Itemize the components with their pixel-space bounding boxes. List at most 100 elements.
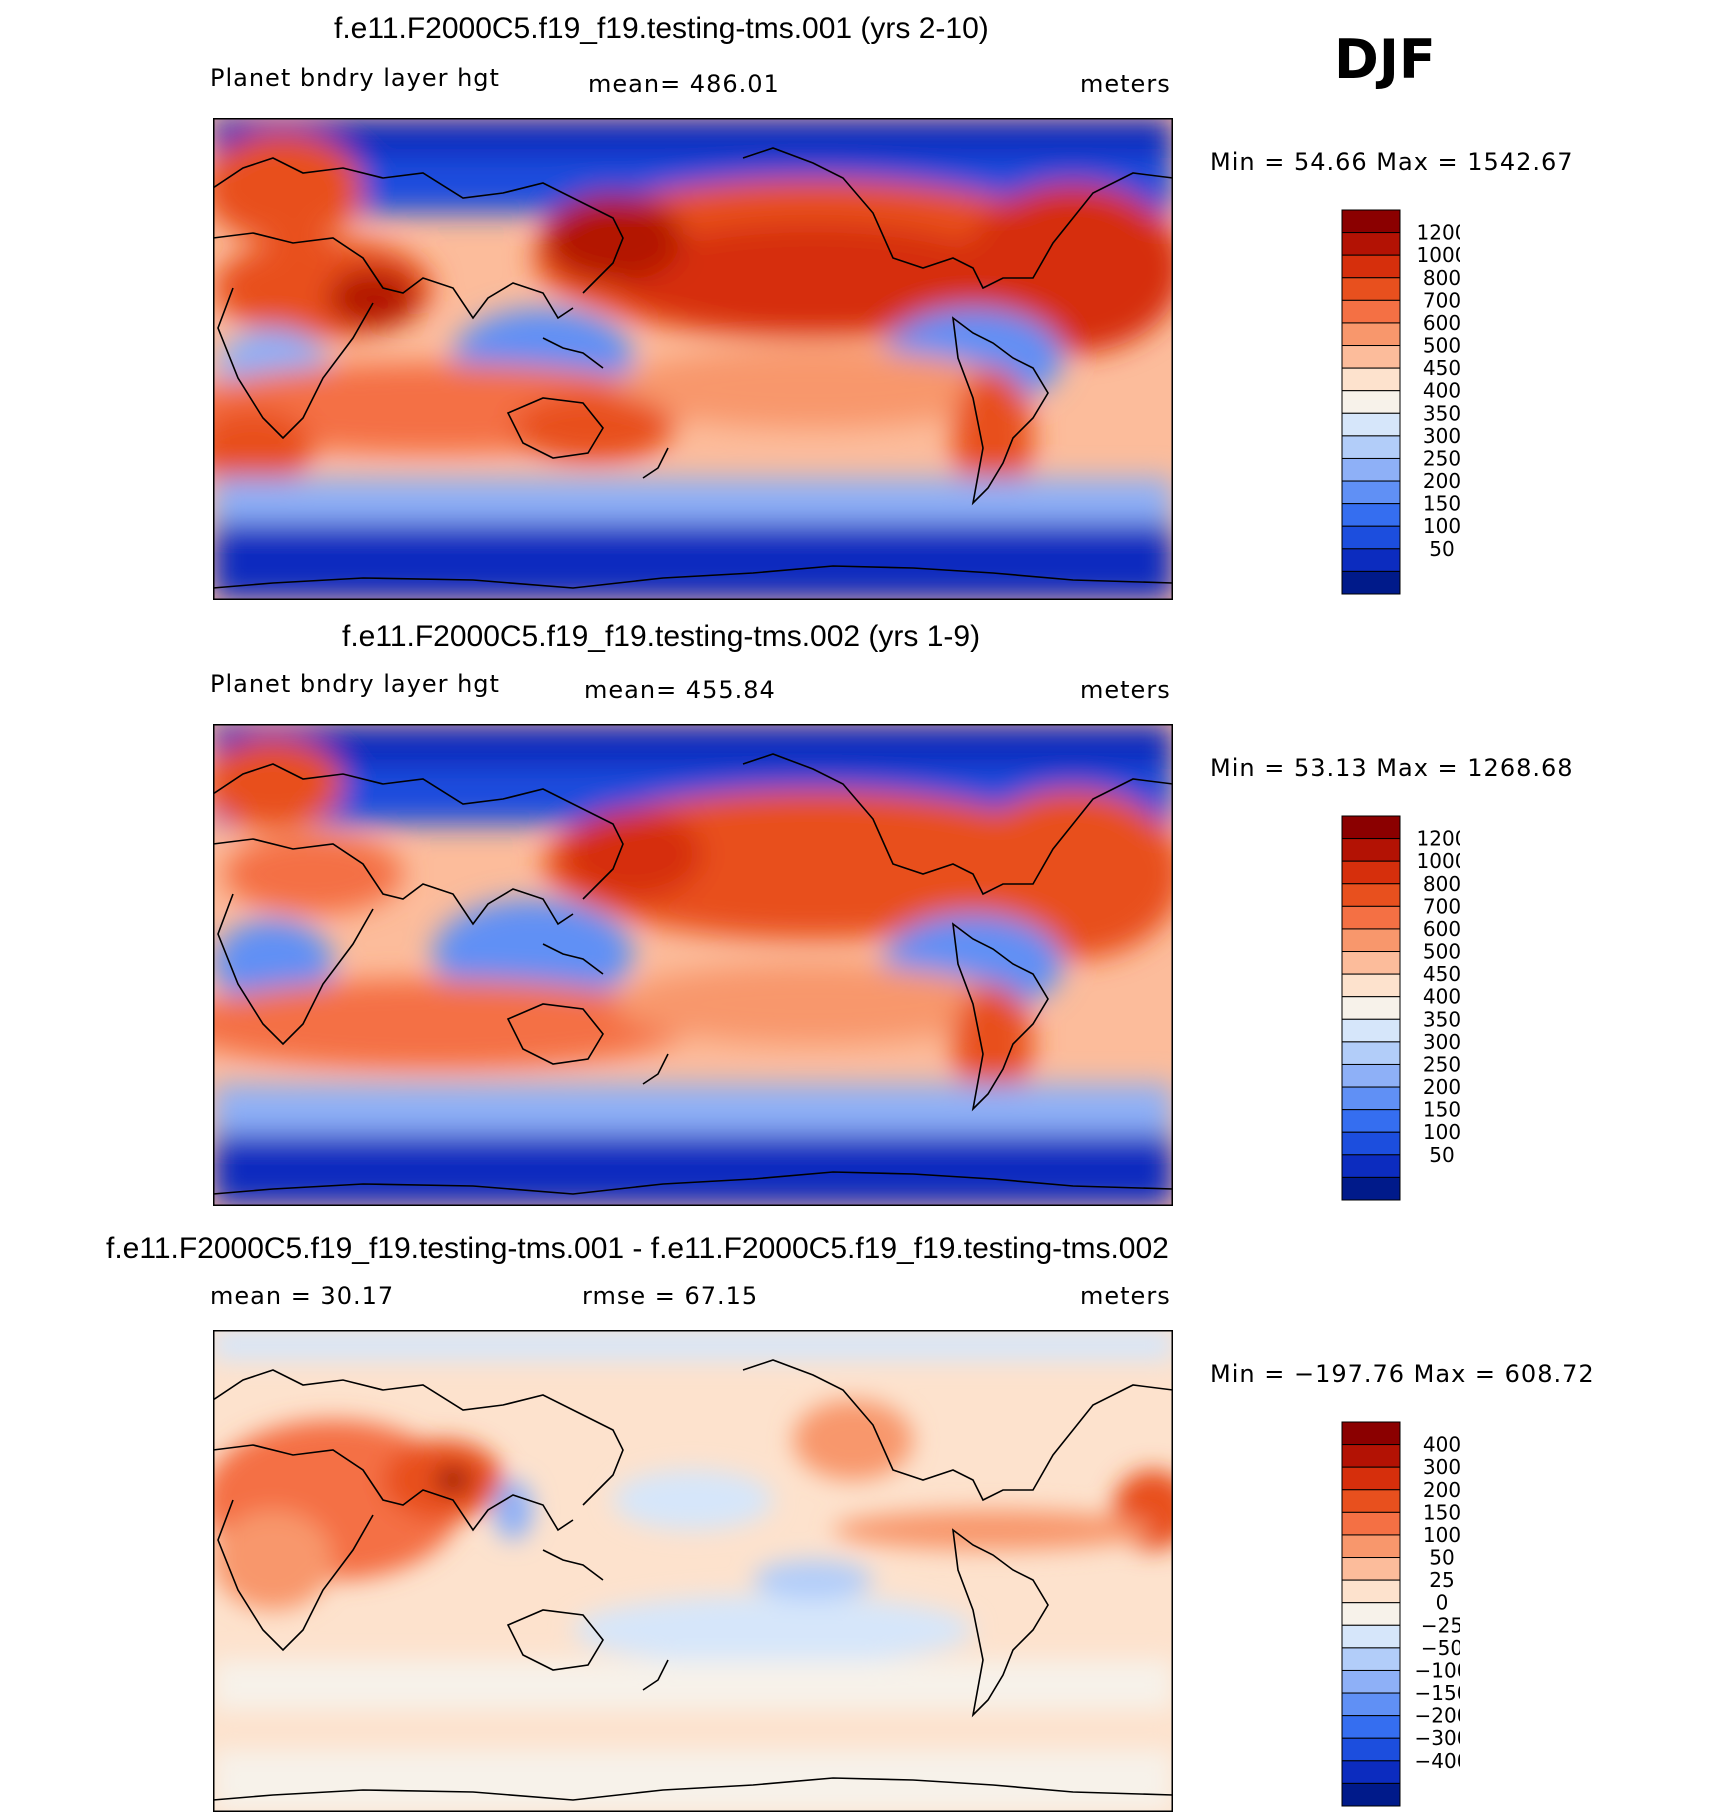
colorbar-swatch <box>1341 1760 1401 1784</box>
colorbar-swatch <box>1341 1647 1401 1671</box>
colorbar-tick-label: 450 <box>1423 356 1460 380</box>
panel-2-mean-label: mean= 455.84 <box>584 676 776 704</box>
colorbar-tick-label: 500 <box>1423 334 1460 358</box>
colorbar-swatch <box>1341 1534 1401 1559</box>
colorbar-swatch <box>1341 525 1401 550</box>
colorbar-tick-label: 400 <box>1423 985 1460 1009</box>
panel-3-minmax-label: Min = −197.76 Max = 608.72 <box>1210 1360 1595 1388</box>
colorbar-swatch <box>1341 860 1401 885</box>
colorbar-tick-label: 300 <box>1423 424 1460 448</box>
panel-1-colorbar: 1200100080070060050045040035030025020015… <box>1340 208 1467 598</box>
colorbar-tick-label: 250 <box>1423 1052 1460 1076</box>
colorbar-tick-label: 350 <box>1423 1007 1460 1031</box>
colorbar-swatch <box>1341 1063 1401 1088</box>
panel-2-field-shading <box>173 724 1183 1206</box>
colorbar-tick-label: 1200 <box>1417 827 1460 851</box>
panel-2-minmax-label: Min = 53.13 Max = 1268.68 <box>1210 754 1574 782</box>
colorbar-tick-label: 800 <box>1423 266 1460 290</box>
colorbar-swatch <box>1341 548 1401 572</box>
panel-3-mean-label: mean = 30.17 <box>210 1282 395 1310</box>
colorbar-tick-label: −150 <box>1415 1681 1460 1705</box>
colorbar-swatch <box>1341 928 1401 953</box>
panel-3-rmse-label: rmse = 67.15 <box>582 1282 759 1310</box>
panel-1-title: f.e11.F2000C5.f19_f19.testing-tms.001 (y… <box>334 12 989 45</box>
colorbar-swatch <box>1341 480 1401 505</box>
colorbar-swatch <box>1341 322 1401 347</box>
colorbar-swatch <box>1341 1715 1401 1739</box>
colorbar-tick-label: 350 <box>1423 401 1460 425</box>
colorbar-tick-label: 50 <box>1429 537 1454 561</box>
colorbar-swatch <box>1341 1511 1401 1536</box>
colorbar-swatch <box>1341 503 1401 527</box>
panel-3-coastlines <box>212 1359 1174 1801</box>
colorbar-tick-label: 300 <box>1423 1455 1460 1479</box>
colorbar-tick-label: 800 <box>1423 872 1460 896</box>
colorbar-swatch <box>1341 1131 1401 1156</box>
panel-2-variable-label: Planet bndry layer hgt <box>210 670 500 698</box>
colorbar-swatch <box>1341 1444 1401 1468</box>
colorbar-swatch <box>1341 390 1401 414</box>
colorbar-tick-label: 1000 <box>1417 849 1460 873</box>
colorbar-swatch <box>1341 1737 1401 1762</box>
colorbar-swatch <box>1341 883 1401 907</box>
panel-3-map <box>203 1330 1193 1812</box>
colorbar-swatch <box>1341 838 1401 862</box>
colorbar-tick-label: 100 <box>1423 1120 1460 1144</box>
colorbar-tick-label: 0 <box>1436 1591 1449 1615</box>
panel-2-map <box>173 724 1183 1206</box>
colorbar-tick-label: −400 <box>1415 1749 1460 1773</box>
colorbar-swatch <box>1341 232 1401 256</box>
colorbar-tick-label: 50 <box>1429 1143 1454 1167</box>
colorbar-tick-label: 600 <box>1423 917 1460 941</box>
colorbar-tick-label: −100 <box>1415 1658 1460 1682</box>
panel-3-colorbar-svg: 40030020015010050250−25−50−100−150−200−3… <box>1341 1421 1469 1807</box>
panel-3-colorbar: 40030020015010050250−25−50−100−150−200−3… <box>1340 1420 1469 1810</box>
colorbar-tick-label: −300 <box>1415 1726 1460 1750</box>
colorbar-tick-label: 150 <box>1423 1098 1460 1122</box>
panel-3-field-shading <box>203 1330 1193 1812</box>
colorbar-swatch <box>1341 367 1401 392</box>
colorbar-tick-label: 700 <box>1423 288 1460 312</box>
colorbar-swatch <box>1341 815 1401 840</box>
colorbar-swatch <box>1341 1176 1401 1201</box>
colorbar-tick-label: 600 <box>1423 311 1460 335</box>
panel-1-field-shading <box>173 118 1183 600</box>
colorbar-tick-label: 400 <box>1423 1433 1460 1457</box>
panel-3-map-frame <box>213 1330 1173 1812</box>
colorbar-swatch <box>1341 1782 1401 1807</box>
panel-1-mean-label: mean= 486.01 <box>588 70 780 98</box>
colorbar-tick-label: 200 <box>1423 1075 1460 1099</box>
panel-2-units-label: meters <box>1080 676 1171 704</box>
panel-1-map <box>173 118 1183 600</box>
panel-1-colorbar-svg: 1200100080070060050045040035030025020015… <box>1341 209 1467 595</box>
colorbar-swatch <box>1341 254 1401 279</box>
colorbar-tick-label: 400 <box>1423 379 1460 403</box>
colorbar-tick-label: 500 <box>1423 940 1460 964</box>
panel-2-map-frame <box>213 724 1173 1206</box>
panel-1-variable-label: Planet bndry layer hgt <box>210 64 500 92</box>
colorbar-tick-label: 100 <box>1423 1523 1460 1547</box>
panel-2-colorbar: 1200100080070060050045040035030025020015… <box>1340 814 1467 1204</box>
colorbar-swatch <box>1341 1154 1401 1178</box>
panel-1-units-label: meters <box>1080 70 1171 98</box>
colorbar-swatch <box>1341 1579 1401 1604</box>
colorbar-tick-label: 50 <box>1429 1546 1454 1570</box>
colorbar-tick-label: 150 <box>1423 492 1460 516</box>
colorbar-swatch <box>1341 277 1401 301</box>
colorbar-swatch <box>1341 299 1401 324</box>
colorbar-swatch <box>1341 209 1401 234</box>
colorbar-swatch <box>1341 457 1401 482</box>
colorbar-swatch <box>1341 905 1401 930</box>
colorbar-swatch <box>1341 1489 1401 1513</box>
colorbar-swatch <box>1341 996 1401 1020</box>
colorbar-swatch <box>1341 1692 1401 1717</box>
colorbar-tick-label: 1000 <box>1417 243 1460 267</box>
colorbar-swatch <box>1341 412 1401 437</box>
colorbar-tick-label: 200 <box>1423 469 1460 493</box>
panel-1-coastlines <box>212 147 1174 589</box>
colorbar-swatch <box>1341 1669 1401 1694</box>
colorbar-swatch <box>1341 1466 1401 1491</box>
colorbar-tick-label: 700 <box>1423 894 1460 918</box>
colorbar-swatch <box>1341 1109 1401 1133</box>
colorbar-swatch <box>1341 435 1401 459</box>
